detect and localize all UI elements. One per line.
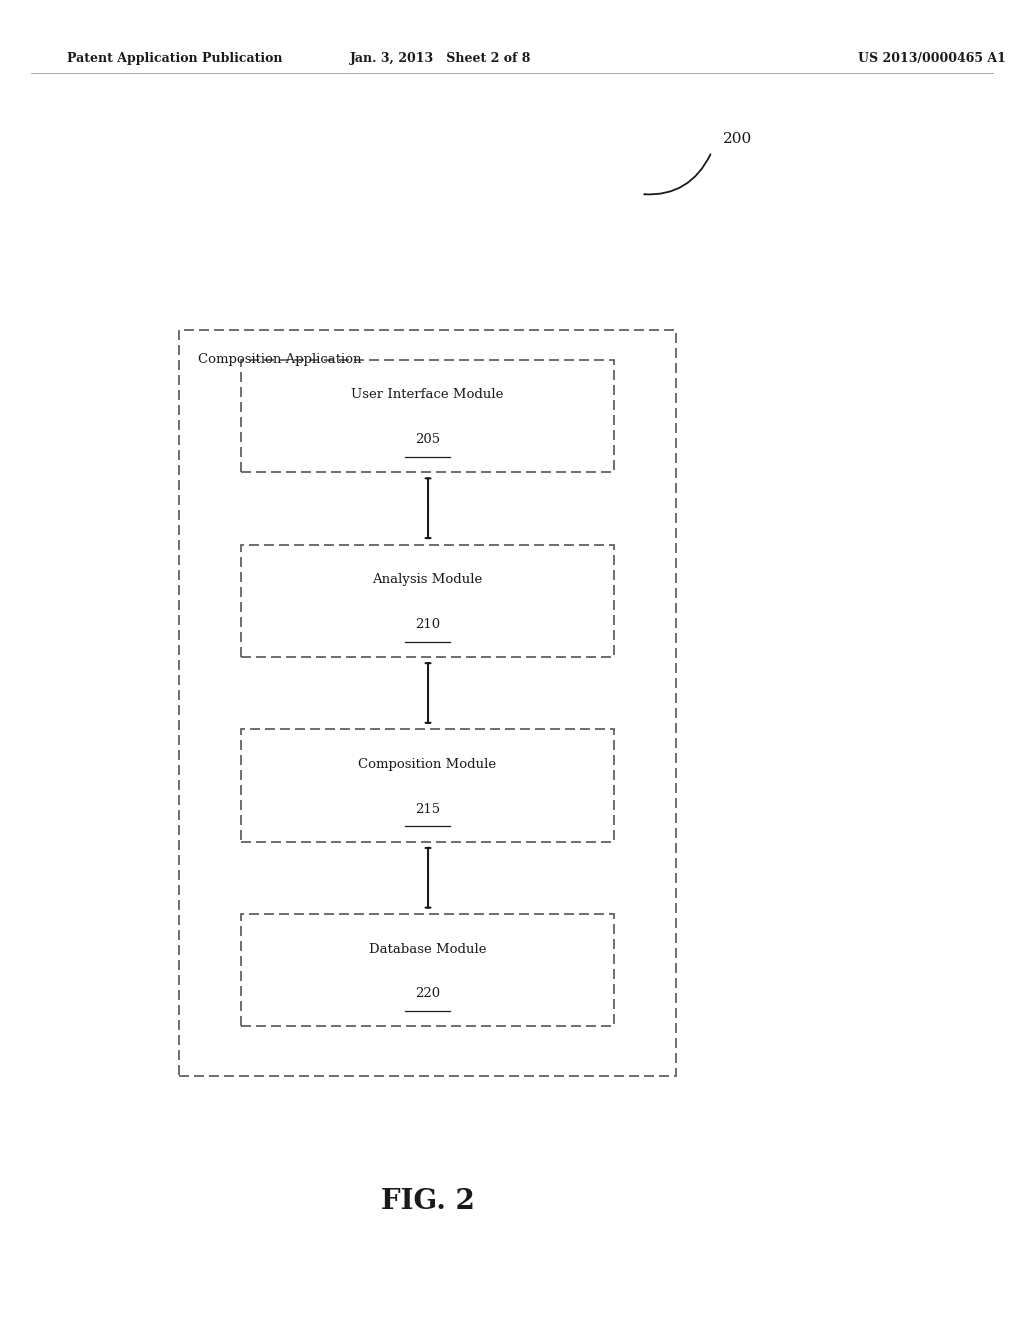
Text: 210: 210 — [415, 618, 440, 631]
Text: FIG. 2: FIG. 2 — [381, 1188, 475, 1214]
FancyBboxPatch shape — [241, 913, 614, 1027]
Text: Analysis Module: Analysis Module — [373, 573, 482, 586]
Text: 220: 220 — [415, 987, 440, 1001]
FancyBboxPatch shape — [241, 544, 614, 656]
Text: 200: 200 — [723, 132, 752, 145]
FancyBboxPatch shape — [241, 359, 614, 471]
FancyArrowPatch shape — [644, 154, 711, 194]
Text: Patent Application Publication: Patent Application Publication — [67, 53, 282, 65]
Text: US 2013/0000465 A1: US 2013/0000465 A1 — [858, 53, 1006, 65]
Text: 205: 205 — [415, 433, 440, 446]
Text: Database Module: Database Module — [369, 942, 486, 956]
FancyBboxPatch shape — [241, 729, 614, 842]
Text: Jan. 3, 2013   Sheet 2 of 8: Jan. 3, 2013 Sheet 2 of 8 — [349, 53, 531, 65]
Text: 215: 215 — [415, 803, 440, 816]
FancyBboxPatch shape — [179, 330, 676, 1076]
Text: Composition Module: Composition Module — [358, 758, 497, 771]
Text: Composition Application: Composition Application — [198, 352, 361, 366]
Text: User Interface Module: User Interface Module — [351, 388, 504, 401]
